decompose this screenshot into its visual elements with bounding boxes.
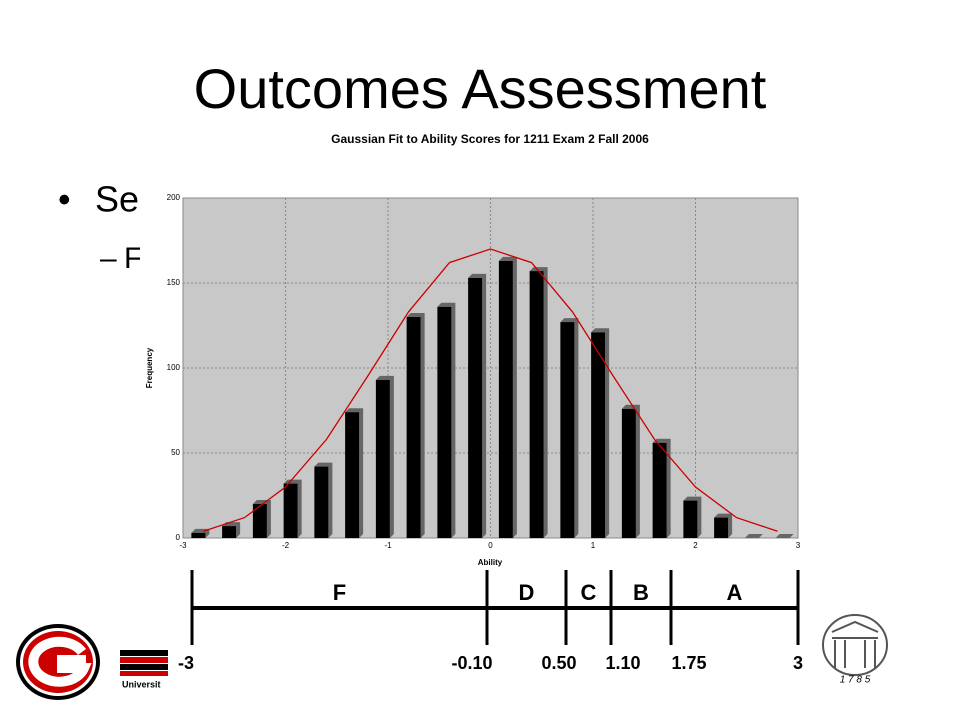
- bar: [498, 260, 513, 538]
- cutoff-label: 3: [793, 653, 803, 673]
- y-tick-label: 50: [171, 448, 180, 457]
- grade-label: D: [519, 580, 535, 605]
- bar: [222, 526, 237, 538]
- logo-g: [28, 636, 92, 687]
- bar: [283, 483, 298, 538]
- bar-shade: [744, 534, 763, 538]
- cutoff-label: 0.50: [541, 653, 576, 673]
- arch-columns: [831, 620, 879, 668]
- sub-bullet-dash: –: [100, 242, 117, 275]
- bar-shade: [560, 318, 579, 538]
- bar-shade: [314, 462, 333, 538]
- bar-shade: [437, 302, 456, 538]
- x-axis-label: Ability: [478, 558, 503, 567]
- bar-shade: [591, 328, 610, 538]
- y-axis-label: Frequency: [145, 347, 154, 388]
- bar: [468, 277, 483, 538]
- bar-shade: [621, 404, 640, 538]
- g-logo: [16, 624, 100, 700]
- y-tick-label: 100: [167, 363, 181, 372]
- grade-label: C: [581, 580, 597, 605]
- bar: [314, 466, 329, 538]
- cutoff-label: -0.10: [451, 653, 492, 673]
- bar: [191, 532, 206, 538]
- bar-shade: [652, 438, 671, 538]
- y-tick-label: 200: [167, 193, 181, 202]
- bar: [591, 332, 606, 538]
- fit-curve: [203, 248, 778, 532]
- university-text: Universit: [122, 679, 161, 689]
- bar: [560, 322, 575, 538]
- bar: [529, 271, 544, 538]
- cutoff-label: 1.10: [605, 653, 640, 673]
- bar: [652, 442, 667, 538]
- grade-scale: -3 -0.10 0.50 1.10 1.75 3 F D C B A: [178, 570, 803, 673]
- stripe: [120, 671, 168, 676]
- arch-circle: [822, 614, 888, 676]
- stripe: [120, 657, 168, 663]
- x-tick-label: 2: [693, 541, 698, 550]
- x-tick-label: -3: [179, 541, 187, 550]
- chart-title: Gaussian Fit to Ability Scores for 1211 …: [331, 132, 649, 146]
- bar-shade: [683, 496, 702, 538]
- slide-title: Outcomes Assessment: [194, 57, 767, 120]
- bar-shade: [252, 500, 271, 538]
- bar: [621, 408, 636, 538]
- stripe: [120, 650, 168, 656]
- bar-shade: [406, 313, 425, 538]
- y-tick-label: 0: [176, 533, 181, 542]
- bar: [375, 379, 390, 538]
- bar: [437, 306, 452, 538]
- bar: [714, 517, 729, 538]
- x-tick-label: 3: [796, 541, 801, 550]
- arch-logo: [822, 614, 888, 676]
- x-tick-label: -1: [384, 541, 392, 550]
- bar: [252, 504, 267, 538]
- bar-shade: [345, 408, 364, 538]
- bar-shade: [222, 522, 241, 538]
- bar-shade: [714, 513, 733, 538]
- bar-shade: [468, 273, 487, 538]
- bar-shade: [775, 534, 794, 538]
- sub-bullet-text: F: [124, 242, 142, 275]
- grade-label: A: [727, 580, 743, 605]
- bullet-dot: •: [58, 179, 71, 220]
- y-tick-label: 150: [167, 278, 181, 287]
- x-tick-label: 0: [488, 541, 493, 550]
- stripes: [120, 650, 168, 676]
- bar-shade: [529, 267, 548, 538]
- grade-label: B: [633, 580, 649, 605]
- plot: 0 50 100 150 200 -3 -2 -1 0 1 2 3: [167, 193, 801, 550]
- cutoff-label: 1.75: [671, 653, 706, 673]
- cutoff-label: -3: [178, 653, 194, 673]
- x-tick-label: -2: [282, 541, 290, 550]
- year-text: 1 7 8 5: [840, 675, 871, 686]
- bar: [683, 500, 698, 538]
- bar: [406, 317, 421, 538]
- stripe: [120, 664, 168, 670]
- bar-shade: [283, 479, 302, 538]
- x-tick-label: 1: [591, 541, 596, 550]
- bullet-text: Se: [95, 179, 139, 220]
- bar: [345, 412, 360, 538]
- grade-label: F: [333, 580, 346, 605]
- bar-shade: [498, 256, 517, 538]
- bar-shade: [375, 375, 394, 538]
